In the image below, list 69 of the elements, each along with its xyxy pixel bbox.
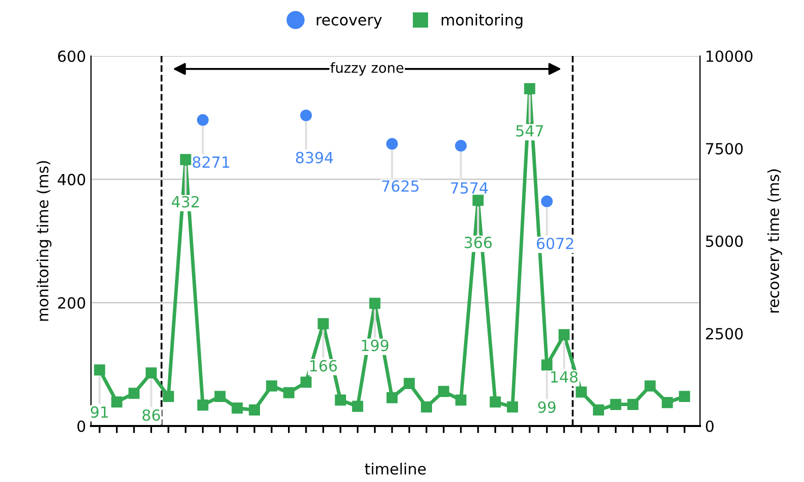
y2-tick-label: 0 — [706, 420, 714, 432]
data-label: 166 — [310, 360, 337, 372]
point — [506, 401, 518, 412]
point — [266, 380, 278, 392]
point — [610, 398, 622, 410]
point — [214, 390, 226, 402]
data-label: 148 — [551, 371, 578, 383]
point — [197, 399, 208, 411]
point — [541, 359, 552, 371]
data-label: 432 — [172, 196, 199, 208]
point — [248, 404, 260, 416]
point — [627, 398, 638, 410]
point — [404, 378, 415, 390]
y-tick-label: 600 — [58, 50, 86, 62]
y2-tick-label: 10000 — [706, 50, 752, 62]
data-label: 547 — [516, 125, 543, 137]
point — [678, 390, 690, 402]
point — [232, 402, 243, 414]
point — [420, 401, 432, 412]
point — [455, 140, 467, 152]
point — [524, 83, 536, 94]
point — [128, 388, 140, 399]
point — [644, 380, 656, 392]
data-label: 7574 — [451, 182, 488, 194]
point — [662, 397, 673, 408]
data-label: 8394 — [296, 152, 333, 164]
point — [283, 387, 294, 398]
y2-tick-label: 7500 — [706, 142, 743, 155]
y-tick-label: 200 — [58, 297, 86, 309]
data-label: 7625 — [382, 180, 418, 192]
point — [318, 318, 329, 330]
data-label: 86 — [142, 409, 160, 421]
legend-label: recovery — [316, 16, 382, 29]
y-axis-title: monitoring time (ms) — [36, 161, 52, 321]
point — [180, 154, 192, 166]
point — [438, 386, 450, 398]
y-tick-label: 0 — [77, 420, 86, 432]
y2-axis-title: recovery time (ms) — [767, 169, 782, 313]
point — [369, 298, 380, 309]
data-label: 8271 — [192, 156, 230, 168]
annotation: fuzzy zone — [330, 62, 404, 76]
point — [558, 329, 570, 340]
y2-tick-label: 2500 — [706, 328, 743, 340]
y-tick-label: 400 — [58, 174, 86, 186]
data-label: 91 — [90, 406, 108, 418]
point — [386, 392, 398, 404]
data-label: 366 — [464, 236, 492, 248]
point — [146, 367, 157, 379]
y2-tick-label: 5000 — [706, 235, 743, 248]
data-label: 99 — [538, 401, 556, 413]
point — [300, 110, 312, 122]
point — [386, 138, 398, 150]
data-label: 199 — [362, 340, 388, 352]
point — [300, 376, 312, 388]
point — [541, 195, 553, 208]
legend-label: monitoring — [442, 14, 522, 29]
point — [576, 386, 587, 398]
point — [162, 390, 174, 402]
point — [490, 396, 501, 408]
point — [111, 396, 122, 408]
point — [196, 114, 209, 126]
point — [455, 394, 466, 406]
point — [592, 404, 604, 416]
point — [352, 400, 364, 412]
data-label: 6072 — [536, 238, 574, 250]
point — [334, 394, 346, 406]
x-axis-title: timeline — [364, 462, 426, 475]
point — [472, 194, 484, 206]
point — [94, 364, 106, 376]
